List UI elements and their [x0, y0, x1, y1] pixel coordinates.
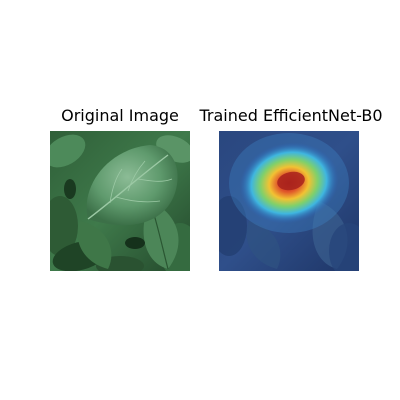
gradcam-heatmap-image — [219, 131, 359, 271]
original-image-title: Original Image — [61, 106, 179, 125]
heatmap-image-title: Trained EfficientNet-B0 — [199, 106, 383, 125]
original-leaf-image — [50, 131, 190, 271]
